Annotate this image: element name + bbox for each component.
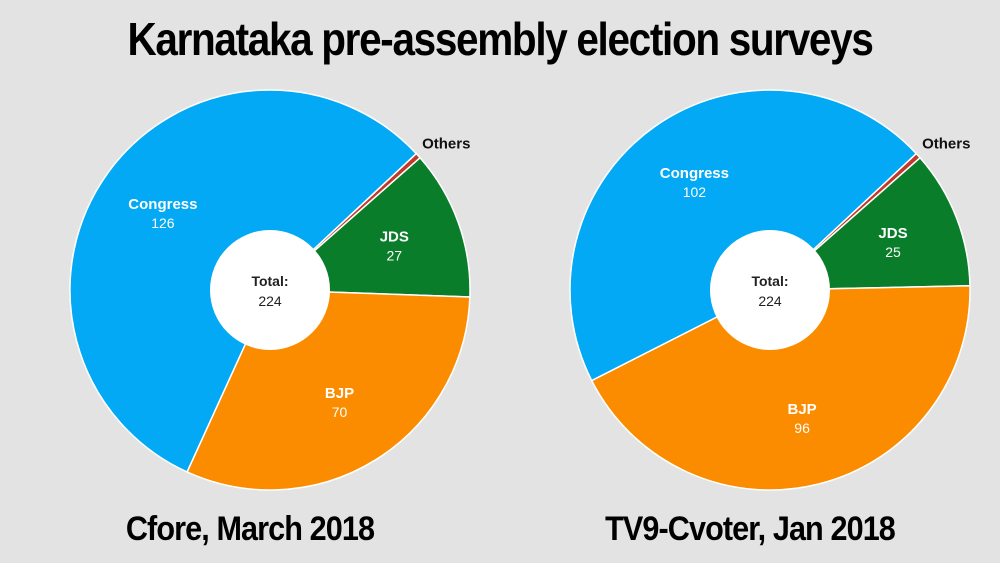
pie-slice-congress bbox=[569, 89, 918, 382]
slice-value-bjp: 70 bbox=[332, 404, 348, 420]
slice-label-congress: Congress bbox=[128, 196, 197, 213]
slice-label-jds: JDS bbox=[380, 229, 409, 246]
total-value: 224 bbox=[758, 293, 782, 309]
slice-label-jds: JDS bbox=[878, 225, 907, 242]
slice-value-jds: 27 bbox=[387, 248, 403, 264]
slice-label-congress: Congress bbox=[660, 165, 729, 182]
tv9-cvoter-pie-chart-svg: Others JDS 25 BJP 96 Congress 102 Total: 224 bbox=[569, 89, 971, 491]
tv9-cvoter-pie-chart: Others JDS 25 BJP 96 Congress 102 Total: 224 TV9… bbox=[500, 80, 1000, 563]
slice-value-congress: 102 bbox=[683, 184, 707, 200]
center-hole bbox=[210, 230, 330, 350]
slice-value-bjp: 96 bbox=[794, 420, 810, 436]
cfore-pie-chart: Others JDS 27 BJP 70 Congress 126 Total: 224 Cfo… bbox=[0, 80, 500, 563]
total-label: Total: bbox=[251, 273, 288, 289]
slice-value-congress: 126 bbox=[151, 215, 175, 231]
slice-value-jds: 25 bbox=[885, 244, 901, 260]
chart-caption: Cfore, March 2018 bbox=[125, 510, 375, 548]
slice-label-others: Others bbox=[922, 135, 970, 152]
pie-slice-bjp bbox=[590, 284, 971, 491]
chart-caption: TV9-Cvoter, Jan 2018 bbox=[605, 510, 896, 548]
slice-label-others: Others bbox=[422, 135, 470, 152]
total-value: 224 bbox=[258, 293, 282, 309]
cfore-pie-chart-svg: Others JDS 27 BJP 70 Congress 126 Total: 224 bbox=[69, 89, 471, 491]
center-hole bbox=[710, 230, 830, 350]
slice-label-bjp: BJP bbox=[788, 401, 817, 418]
slice-label-bjp: BJP bbox=[325, 385, 354, 402]
total-label: Total: bbox=[751, 273, 788, 289]
page-title: Karnataka pre-assembly election surveys bbox=[127, 13, 873, 65]
